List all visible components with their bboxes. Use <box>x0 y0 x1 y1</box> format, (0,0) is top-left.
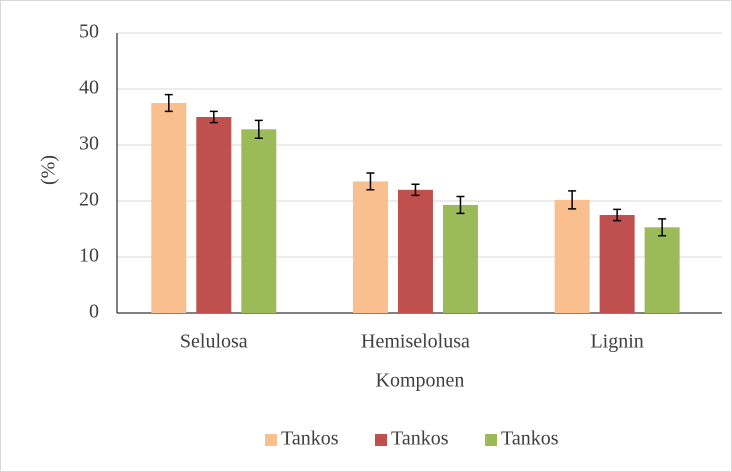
legend-swatch <box>375 434 387 446</box>
y-tick-label: 20 <box>79 189 99 211</box>
legend-swatch <box>485 434 497 446</box>
error-bar <box>568 190 577 210</box>
x-tick-label: Hemiselolusa <box>361 331 470 353</box>
y-tick-label: 50 <box>79 21 99 43</box>
bar <box>644 227 680 313</box>
bar <box>397 189 433 313</box>
x-tick-label: Selulosa <box>180 331 248 353</box>
bar <box>196 117 232 313</box>
y-axis-label: (%) <box>38 155 60 185</box>
x-tick-label: Lignin <box>590 331 643 353</box>
bar <box>241 129 277 313</box>
y-tick-label: 0 <box>89 301 99 323</box>
error-bar <box>456 195 465 215</box>
bar <box>554 199 590 313</box>
y-tick-label: 40 <box>79 77 99 99</box>
error-bar <box>254 119 263 140</box>
error-bar <box>658 218 667 237</box>
bar <box>352 181 388 313</box>
x-axis-label: Komponen <box>376 370 465 392</box>
error-bar <box>613 208 622 222</box>
y-tick-label: 30 <box>79 133 99 155</box>
error-bar <box>209 110 218 124</box>
legend-swatch <box>265 434 277 446</box>
bar <box>442 204 478 313</box>
error-bar <box>411 183 420 197</box>
y-tick-label: 10 <box>79 245 99 267</box>
error-bar <box>366 172 375 191</box>
error-bar <box>164 93 173 113</box>
legend-label: Tankos <box>501 428 559 450</box>
legend-label: Tankos <box>391 428 449 450</box>
bar <box>151 103 187 313</box>
legend-label: Tankos <box>281 428 339 450</box>
bar <box>599 215 635 313</box>
